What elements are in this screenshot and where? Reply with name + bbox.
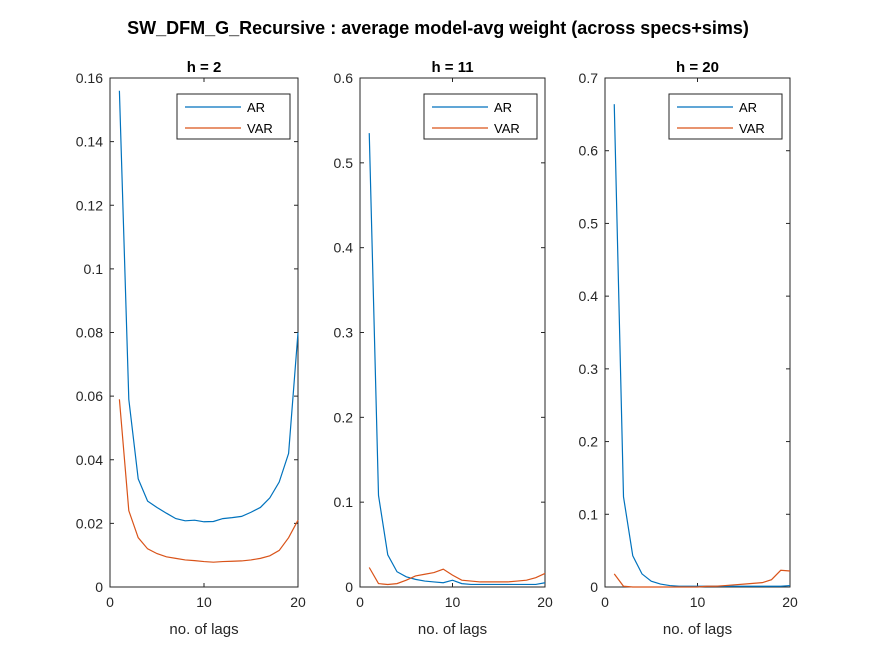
y-tick-label: 0.6 — [334, 70, 354, 86]
series-line-var — [368, 567, 546, 586]
y-tick-label: 0.1 — [579, 506, 599, 522]
y-tick-label: 0 — [345, 579, 353, 595]
x-tick-label: 20 — [537, 594, 553, 610]
series-line-var — [613, 569, 791, 588]
subplots: 0 0.02 0.04 0.06 0.08 0.1 0.12 0.14 0.16 0 10 20 h =… — [76, 59, 798, 638]
y-tick-label: 0.04 — [76, 452, 103, 468]
y-tick-label: 0.2 — [334, 409, 354, 425]
subplot-title: h = 11 — [431, 59, 473, 76]
legend-entry-var: VAR — [247, 121, 273, 136]
y-tick-label: 0.6 — [579, 143, 599, 159]
legend: AR VAR — [668, 93, 783, 140]
x-tick-label: 10 — [445, 594, 461, 610]
x-tick-label: 20 — [782, 594, 798, 610]
y-tick-label: 0.12 — [76, 197, 103, 213]
x-axis-label: no. of lags — [663, 621, 732, 638]
legend-entry-var: VAR — [494, 121, 520, 136]
y-tick-label: 0.16 — [76, 70, 103, 86]
y-tick-label: 0.2 — [579, 434, 599, 450]
x-axis-label: no. of lags — [418, 621, 487, 638]
legend-entry-ar: AR — [494, 100, 512, 115]
y-tick-label: 0.14 — [76, 134, 103, 150]
legend-entry-ar: AR — [739, 100, 757, 115]
y-tick-label: 0 — [95, 579, 103, 595]
x-tick-label: 0 — [106, 594, 114, 610]
legend: AR VAR — [423, 93, 538, 140]
subplot-3: 0 0.1 0.2 0.3 0.4 0.5 0.6 0.7 0 10 20 h = 20 no. of … — [579, 59, 798, 638]
plot-area — [359, 77, 546, 588]
x-axis-label: no. of lags — [169, 621, 238, 638]
legend: AR VAR — [176, 93, 291, 140]
y-tick-label: 0.08 — [76, 325, 103, 341]
plot-area — [109, 77, 299, 588]
legend-entry-ar: AR — [247, 100, 265, 115]
plot-area — [604, 77, 791, 588]
y-tick-label: 0.1 — [334, 494, 354, 510]
legend-entry-var: VAR — [739, 121, 765, 136]
y-tick-label: 0.4 — [579, 288, 599, 304]
subplot-title: h = 20 — [676, 59, 719, 76]
y-tick-label: 0.7 — [579, 70, 599, 86]
series-line-ar — [118, 90, 299, 523]
x-tick-label: 10 — [196, 594, 212, 610]
y-tick-label: 0.06 — [76, 388, 103, 404]
y-tick-label: 0.5 — [579, 215, 599, 231]
x-tick-label: 10 — [690, 594, 706, 610]
subplot-1: 0 0.02 0.04 0.06 0.08 0.1 0.12 0.14 0.16 0 10 20 h =… — [76, 59, 306, 638]
y-tick-label: 0.3 — [579, 361, 599, 377]
y-tick-label: 0.3 — [334, 325, 354, 341]
series-line-ar — [368, 133, 546, 586]
x-tick-label: 0 — [601, 594, 609, 610]
legend-box — [668, 93, 783, 140]
figure-title: SW_DFM_G_Recursive : average model-avg w… — [127, 18, 749, 38]
y-tick-label: 0.4 — [334, 240, 354, 256]
subplot-title: h = 2 — [187, 59, 222, 76]
y-tick-label: 0.1 — [84, 261, 104, 277]
x-tick-label: 20 — [290, 594, 306, 610]
legend-box — [176, 93, 291, 140]
subplot-2: 0 0.1 0.2 0.3 0.4 0.5 0.6 0 10 20 h = 11 no. of lag… — [334, 59, 553, 638]
x-tick-label: 0 — [356, 594, 364, 610]
legend-box — [423, 93, 538, 140]
y-tick-label: 0.5 — [334, 155, 354, 171]
series-line-ar — [613, 104, 791, 587]
series-line-var — [118, 399, 299, 563]
y-tick-label: 0.02 — [76, 515, 103, 531]
y-tick-label: 0 — [590, 579, 598, 595]
